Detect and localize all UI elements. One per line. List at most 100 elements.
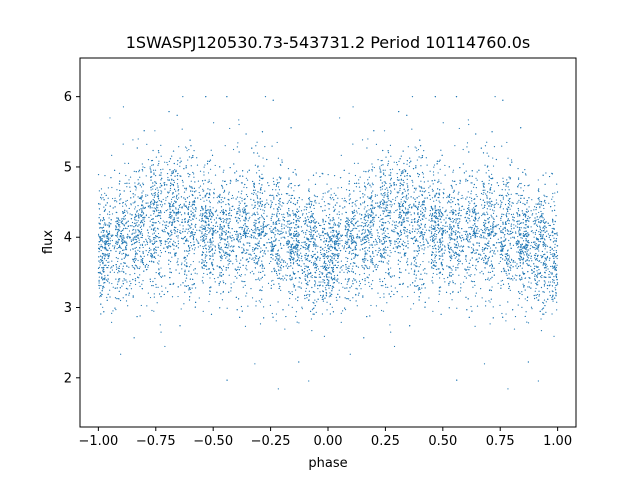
scatter-point <box>215 210 217 212</box>
scatter-point <box>483 186 485 188</box>
scatter-point <box>394 243 396 245</box>
scatter-point <box>387 228 389 230</box>
scatter-point <box>302 232 305 234</box>
scatter-point <box>273 180 275 183</box>
scatter-point <box>407 190 409 192</box>
scatter-point <box>213 229 215 232</box>
scatter-point <box>271 312 273 315</box>
scatter-point <box>304 254 306 256</box>
scatter-point <box>122 205 124 207</box>
scatter-point <box>418 218 420 221</box>
scatter-point <box>222 280 224 282</box>
scatter-point <box>164 240 166 242</box>
scatter-point <box>393 182 395 184</box>
scatter-point <box>419 227 421 229</box>
scatter-point <box>241 228 243 230</box>
scatter-point <box>199 226 201 228</box>
scatter-point <box>129 280 131 282</box>
scatter-point <box>243 244 245 246</box>
scatter-point <box>550 265 552 268</box>
scatter-point <box>518 228 521 230</box>
scatter-point <box>98 285 100 287</box>
scatter-point <box>157 189 159 191</box>
scatter-point <box>364 250 366 252</box>
scatter-point <box>138 277 140 279</box>
scatter-point <box>553 262 555 264</box>
scatter-point <box>289 220 291 222</box>
scatter-point <box>222 211 224 214</box>
scatter-point <box>420 180 422 182</box>
scatter-point <box>262 228 264 230</box>
scatter-point <box>474 252 476 254</box>
scatter-point <box>261 298 263 300</box>
scatter-point <box>98 280 100 282</box>
scatter-point <box>418 247 420 249</box>
scatter-point <box>189 247 191 249</box>
scatter-point <box>395 197 397 199</box>
scatter-point <box>387 160 390 162</box>
scatter-point <box>155 215 157 217</box>
scatter-point <box>401 172 403 174</box>
scatter-point <box>464 275 466 278</box>
scatter-point <box>328 296 330 298</box>
scatter-point <box>523 254 525 256</box>
scatter-point <box>282 279 284 281</box>
scatter-point <box>504 230 507 232</box>
scatter-point <box>260 186 262 189</box>
scatter-point <box>157 220 160 223</box>
scatter-point <box>438 293 440 295</box>
scatter-point <box>353 249 355 251</box>
scatter-point <box>446 214 448 216</box>
scatter-point <box>107 267 109 269</box>
scatter-point <box>154 236 156 239</box>
scatter-point <box>527 236 529 238</box>
scatter-point <box>132 260 134 262</box>
scatter-point <box>371 243 373 245</box>
scatter-point <box>400 201 402 203</box>
scatter-point <box>258 155 260 157</box>
scatter-point <box>269 242 272 244</box>
scatter-point <box>476 235 478 238</box>
scatter-point <box>327 244 329 246</box>
scatter-point <box>238 204 240 206</box>
scatter-point <box>403 169 405 171</box>
scatter-point <box>524 248 527 250</box>
scatter-point <box>333 255 335 257</box>
scatter-point <box>123 236 125 238</box>
scatter-point <box>172 184 175 187</box>
scatter-point <box>518 245 520 248</box>
scatter-point <box>408 206 411 209</box>
scatter-point <box>442 197 444 199</box>
scatter-point <box>156 262 159 264</box>
scatter-point <box>207 172 210 174</box>
scatter-point <box>218 266 220 268</box>
scatter-point <box>433 212 436 214</box>
scatter-point <box>390 212 392 214</box>
scatter-point <box>381 188 383 190</box>
scatter-point <box>152 194 154 196</box>
scatter-point <box>119 271 121 273</box>
scatter-point <box>347 231 349 233</box>
scatter-point <box>380 257 383 259</box>
scatter-point <box>295 298 297 300</box>
scatter-point <box>439 277 441 279</box>
scatter-point <box>331 220 333 222</box>
scatter-point <box>419 219 422 222</box>
scatter-point <box>281 193 283 195</box>
scatter-point <box>394 231 396 233</box>
scatter-point <box>368 274 370 276</box>
scatter-point <box>489 192 491 194</box>
scatter-point <box>134 268 136 270</box>
scatter-point <box>312 213 314 215</box>
scatter-point <box>495 199 497 201</box>
scatter-point <box>377 264 379 267</box>
scatter-point <box>167 242 169 244</box>
scatter-point <box>531 241 533 244</box>
scatter-point <box>332 217 334 219</box>
scatter-point <box>159 249 162 252</box>
scatter-point <box>538 269 540 271</box>
scatter-point <box>289 227 291 229</box>
scatter-point <box>494 234 496 237</box>
scatter-point <box>160 267 162 269</box>
